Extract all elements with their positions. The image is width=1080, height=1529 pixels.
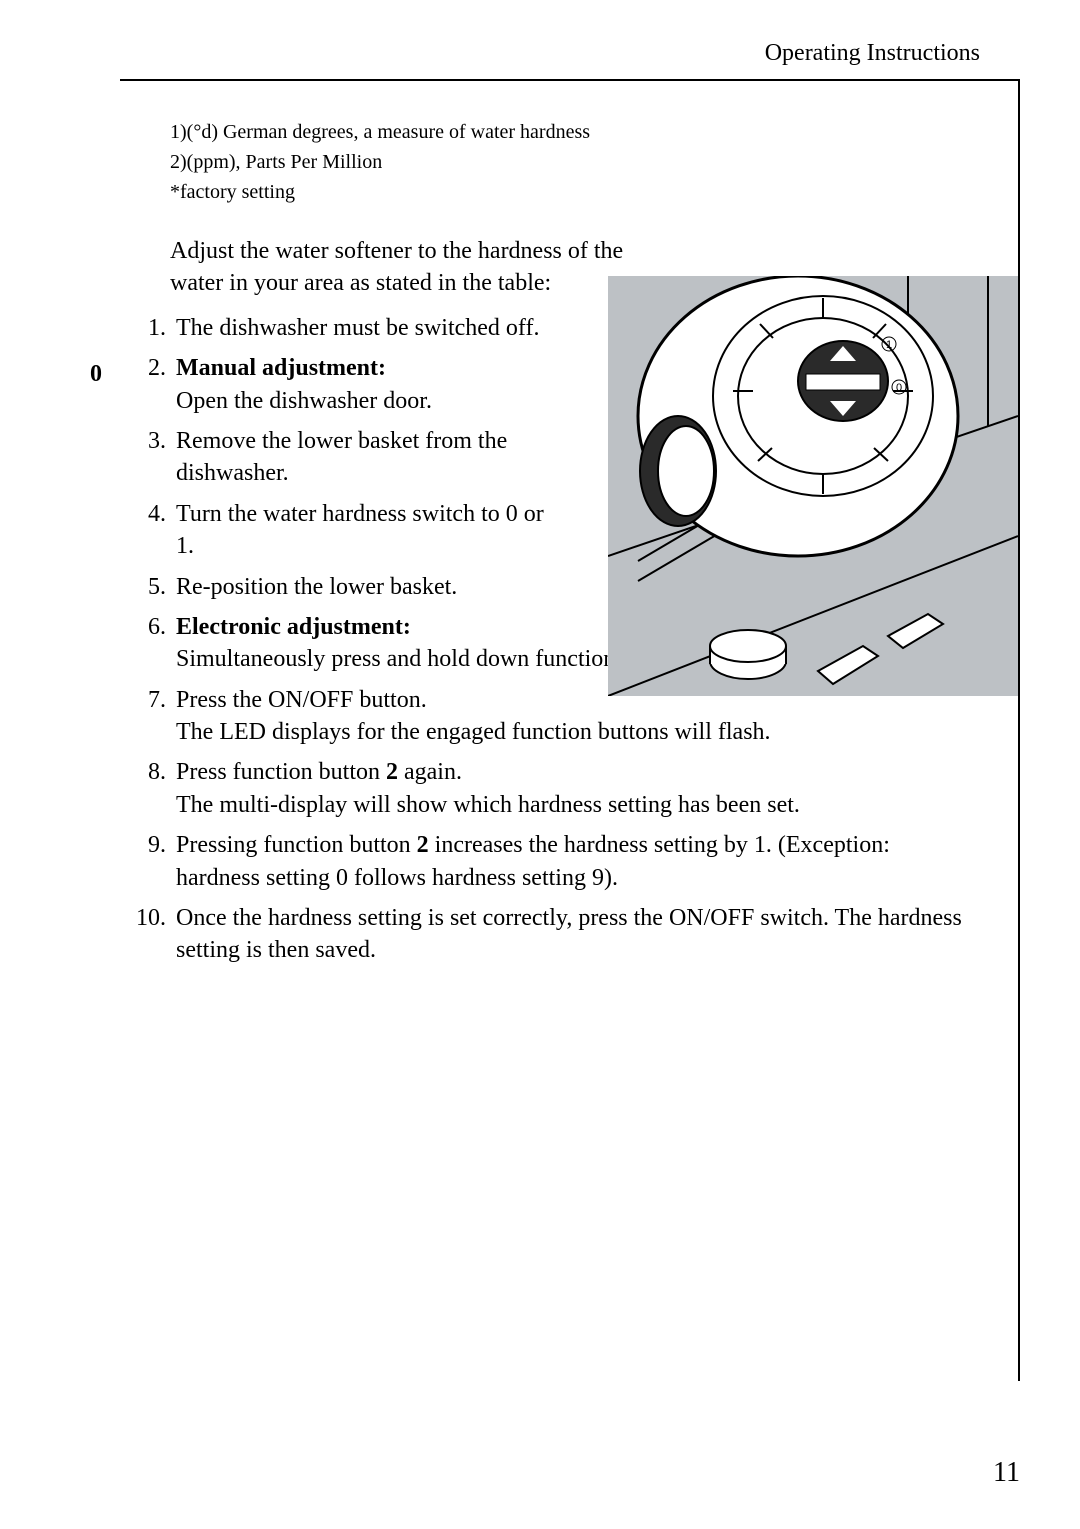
step-body-part2: again.: [398, 759, 462, 785]
step-9: 9. Pressing function button 2 increases …: [130, 829, 978, 894]
page-number: 11: [993, 1457, 1020, 1489]
footnotes-block: 1)(°d) German degrees, a measure of wate…: [170, 117, 978, 207]
step-marker-zero: 0: [90, 361, 102, 388]
step-num: 5.: [130, 571, 166, 603]
step-text: Pressing function button 2 increases the…: [176, 829, 978, 894]
svg-text:1: 1: [886, 339, 892, 351]
step-num: 3.: [130, 425, 166, 490]
step-num: 10.: [130, 902, 166, 967]
intro-paragraph: Adjust the water softener to the hardnes…: [170, 235, 650, 300]
footnote-2: 2)(ppm), Parts Per Million: [170, 147, 978, 177]
step-num: 6.: [130, 611, 166, 676]
footnote-1: 1)(°d) German degrees, a measure of wate…: [170, 117, 978, 147]
step-text: The dishwasher must be switched off.: [176, 312, 566, 344]
step-8: 8. Press function button 2 again. The mu…: [130, 756, 978, 821]
step-num: 7.: [130, 684, 166, 749]
step-text: Remove the lower basket from the dishwas…: [176, 425, 566, 490]
step-text: Turn the water hardness switch to 0 or 1…: [176, 498, 566, 563]
step-bold-2: 2: [417, 832, 429, 858]
page-header: Operating Instructions: [60, 40, 1020, 67]
step-num: 4.: [130, 498, 166, 563]
step-body-part3: The multi-display will show which hardne…: [176, 792, 800, 818]
footnote-3: *factory setting: [170, 177, 978, 207]
svg-text:0: 0: [896, 382, 902, 394]
content-area: 1)(°d) German degrees, a measure of wate…: [110, 81, 1020, 1381]
header-title: Operating Instructions: [765, 40, 980, 66]
step-body-part2: The LED displays for the engaged functio…: [176, 719, 771, 745]
step-body-part1: Pressing function button: [176, 832, 417, 858]
step-text: Press function button 2 again. The multi…: [176, 756, 978, 821]
step-text: Once the hardness setting is set correct…: [176, 902, 978, 967]
step-num: 8.: [130, 756, 166, 821]
step-text: Manual adjustment: Open the dishwasher d…: [176, 352, 566, 417]
step-num: 1.: [130, 312, 166, 344]
step-text: Re-position the lower basket.: [176, 571, 566, 603]
step-num: 9.: [130, 829, 166, 894]
step-num: 2.: [130, 352, 166, 417]
step-bold-2: 2: [386, 759, 398, 785]
step-body: Open the dishwasher door.: [176, 388, 432, 414]
step-body-part1: Press the ON/OFF button.: [176, 687, 427, 713]
step-10: 10. Once the hardness setting is set cor…: [130, 902, 978, 967]
water-softener-illustration: 1 0: [608, 276, 1018, 696]
step-body-part1: Press function button: [176, 759, 386, 785]
step-bold: Manual adjustment:: [176, 355, 386, 381]
step-bold: Electronic adjustment:: [176, 614, 411, 640]
